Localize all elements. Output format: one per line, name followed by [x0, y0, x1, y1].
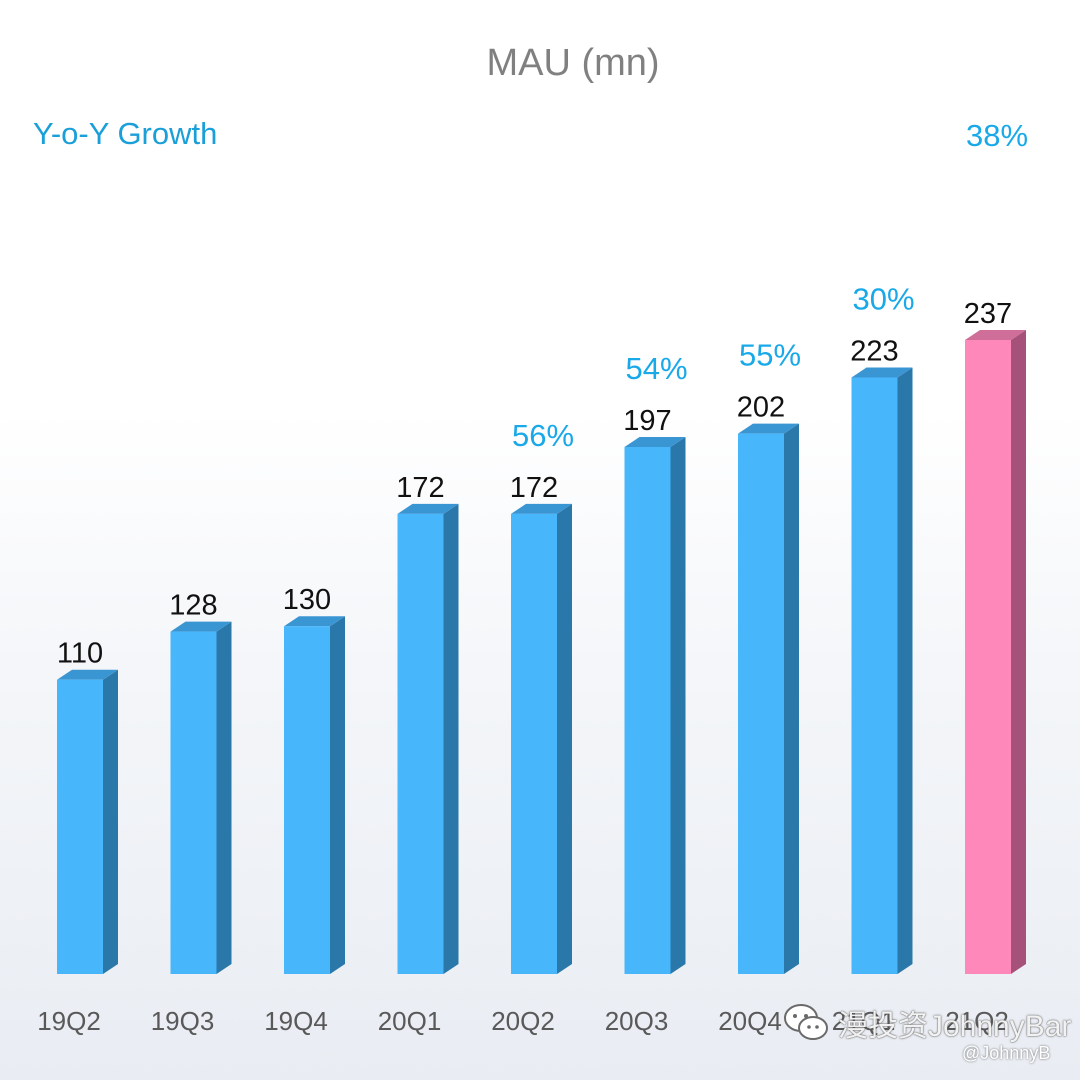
value-label-19Q3: 128 — [169, 590, 217, 622]
bar-top-20Q2 — [511, 503, 572, 514]
bar-side-19Q3 — [216, 621, 232, 974]
value-label-20Q4: 202 — [737, 392, 785, 424]
bar-side-21Q2 — [1011, 330, 1026, 974]
bar-side-21Q1 — [897, 367, 913, 974]
bar-19Q4 — [284, 626, 330, 974]
bar-side-20Q2 — [557, 503, 572, 974]
chart-title: MAU (mn) — [486, 42, 660, 84]
value-label-21Q1: 223 — [850, 335, 898, 367]
watermark-text: 漫投资JohnnyBar — [838, 1010, 1072, 1043]
bar-19Q3 — [170, 631, 217, 974]
bar-side-19Q4 — [330, 616, 345, 974]
bar-top-21Q2 — [965, 330, 1026, 340]
bar-21Q1 — [851, 377, 898, 974]
bar-21Q2 — [965, 340, 1011, 974]
bar-top-21Q1 — [851, 367, 913, 378]
bar-top-19Q4 — [284, 616, 345, 627]
bar-top-19Q3 — [170, 621, 232, 632]
yoy-growth-label: Y-o-Y Growth — [33, 116, 218, 151]
bar-side-20Q3 — [670, 437, 686, 974]
value-label-21Q2: 237 — [964, 298, 1012, 330]
category-label-21Q1: 21Q1 — [832, 1006, 896, 1036]
bar-side-20Q1 — [443, 503, 459, 974]
wechat-icon — [784, 1004, 828, 1040]
bar-19Q2 — [57, 679, 103, 974]
category-label-21Q2: 21Q2 — [945, 1006, 1009, 1036]
category-label-20Q4: 20Q4 — [718, 1006, 782, 1036]
bar-20Q1 — [397, 513, 444, 974]
watermark-handle: @JohnnyB — [962, 1043, 1051, 1063]
growth-label-20Q4: 55% — [739, 338, 801, 373]
category-label-19Q3: 19Q3 — [151, 1006, 215, 1036]
category-label-20Q2: 20Q2 — [491, 1006, 555, 1036]
value-label-20Q2: 172 — [510, 472, 558, 504]
category-label-19Q2: 19Q2 — [37, 1006, 101, 1036]
value-label-20Q3: 197 — [623, 405, 671, 437]
growth-label-20Q2: 56% — [512, 418, 574, 453]
value-label-19Q2: 110 — [57, 638, 103, 670]
category-label-20Q1: 20Q1 — [378, 1006, 442, 1036]
value-label-20Q1: 172 — [396, 472, 444, 504]
value-label-19Q4: 130 — [283, 584, 331, 616]
bar-top-20Q4 — [738, 423, 799, 434]
growth-label-21Q2: 38% — [966, 118, 1028, 153]
growth-label-20Q3: 54% — [625, 351, 687, 386]
bar-20Q4 — [738, 433, 784, 975]
growth-label-21Q1: 30% — [852, 281, 914, 316]
bar-20Q3 — [624, 447, 671, 974]
bar-top-20Q1 — [397, 503, 459, 514]
bar-top-20Q3 — [624, 437, 686, 448]
watermark: 漫投资JohnnyBar @JohnnyB — [782, 995, 1072, 1075]
bar-top-19Q2 — [57, 669, 118, 680]
category-label-20Q3: 20Q3 — [605, 1006, 669, 1036]
bar-20Q2 — [511, 513, 557, 974]
category-label-19Q4: 19Q4 — [264, 1006, 328, 1036]
bar-side-20Q4 — [784, 423, 799, 975]
bar-side-19Q2 — [103, 669, 118, 974]
